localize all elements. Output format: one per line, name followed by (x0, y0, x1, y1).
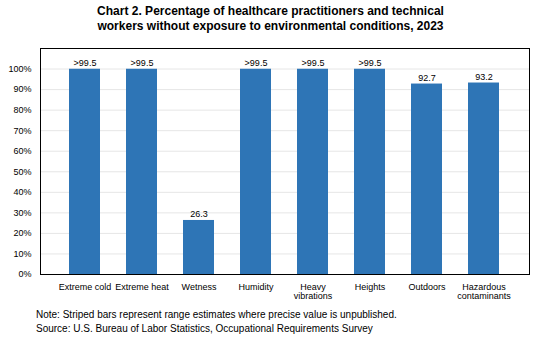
svg-text:60%: 60% (13, 146, 31, 156)
svg-text:Extreme cold: Extreme cold (59, 282, 112, 292)
svg-text:30%: 30% (13, 208, 31, 218)
svg-text:Extreme heat: Extreme heat (115, 282, 169, 292)
svg-text:>99.5: >99.5 (359, 58, 382, 68)
svg-text:Outdoors: Outdoors (408, 282, 446, 292)
svg-text:10%: 10% (13, 249, 31, 259)
svg-text:>99.5: >99.5 (302, 58, 325, 68)
svg-text:80%: 80% (13, 105, 31, 115)
svg-text:>99.5: >99.5 (245, 58, 268, 68)
svg-text:70%: 70% (13, 126, 31, 136)
html-text:Source: U.S. Bureau of Labor S: Source: U.S. Bureau of Labor Statistics,… (36, 322, 373, 334)
svg-text:>99.5: >99.5 (74, 58, 97, 68)
svg-text:0%: 0% (18, 269, 31, 279)
svg-text:92.7: 92.7 (418, 73, 436, 83)
svg-text:Wetness: Wetness (182, 282, 217, 292)
svg-text:90%: 90% (13, 84, 31, 94)
svg-text:93.2: 93.2 (475, 72, 493, 82)
html-text:Note: Striped bars represent r: Note: Striped bars represent range estim… (36, 309, 397, 320)
svg-text:Heights: Heights (355, 282, 386, 292)
svg-text:Hazardouscontaminants: Hazardouscontaminants (457, 282, 511, 301)
svg-text:40%: 40% (13, 187, 31, 197)
svg-text:>99.5: >99.5 (131, 58, 154, 68)
html-text:Chart 2. Percentage of healthc: Chart 2. Percentage of healthcare practi… (97, 4, 444, 33)
svg-text:26.3: 26.3 (190, 209, 208, 219)
svg-text:100%: 100% (8, 64, 31, 74)
svg-text:Humidity: Humidity (238, 282, 274, 292)
svg-text:20%: 20% (13, 228, 31, 238)
svg-text:50%: 50% (13, 167, 31, 177)
svg-text:Heavyvibrations: Heavyvibrations (294, 282, 333, 301)
